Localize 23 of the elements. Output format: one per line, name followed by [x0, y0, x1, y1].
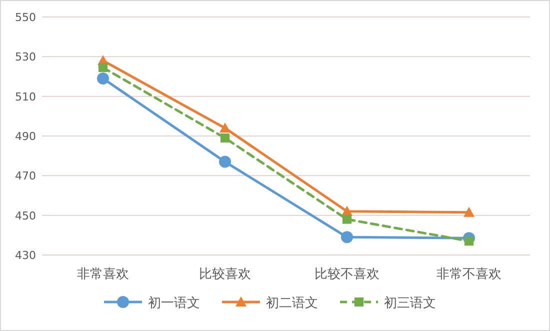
x-tick-label: 比较不喜欢 [314, 267, 380, 282]
point [341, 231, 353, 244]
legend-label: 初三语文 [384, 296, 436, 311]
x-tick-label: 非常不喜欢 [436, 267, 502, 282]
point [97, 72, 109, 84]
x-tick-label: 比较喜欢 [199, 267, 251, 282]
legend-label: 初二语文 [266, 296, 318, 311]
y-tick-label: 470 [15, 170, 36, 183]
x-tick-label: 非常喜欢 [77, 267, 129, 282]
y-tick-label: 530 [15, 50, 36, 64]
legend-label: 初一语文 [148, 296, 200, 311]
point [220, 122, 230, 133]
y-tick-label: 510 [15, 90, 36, 104]
point [219, 156, 231, 168]
point [342, 214, 352, 224]
y-tick-label: 430 [15, 249, 36, 262]
y-tick-label: 550 [15, 11, 36, 24]
point [464, 206, 474, 217]
y-tick-label: 450 [15, 209, 36, 222]
point [220, 133, 230, 142]
point [98, 63, 108, 72]
point [464, 236, 474, 246]
y-tick-label: 490 [15, 130, 36, 143]
